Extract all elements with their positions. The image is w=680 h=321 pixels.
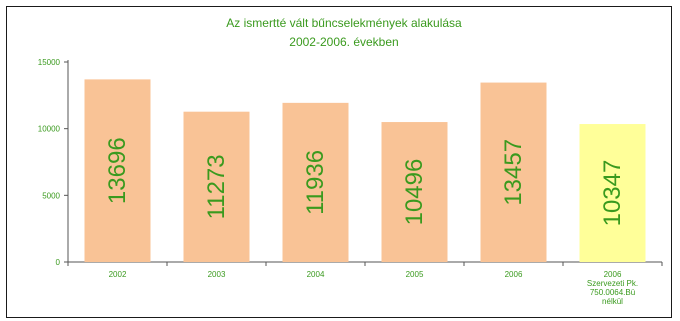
bar (579, 124, 646, 262)
x-tick-label: Szervezeti Pk. (587, 279, 638, 288)
bar (84, 79, 151, 263)
bar-value-label: 11936 (302, 150, 329, 215)
x-tick-label: 2006 (604, 270, 622, 279)
x-tick-label: 2006 (505, 270, 523, 279)
bar-value-label: 11273 (203, 154, 230, 219)
bar-value-label: 13457 (500, 139, 527, 206)
y-tick-label: 0 (56, 258, 61, 267)
x-tick-label: 2004 (307, 270, 325, 279)
chart-title-line-1: Az ismertté vált bűncselekmények alakulá… (226, 16, 462, 30)
x-tick-label: 2002 (109, 270, 127, 279)
bar (480, 82, 547, 262)
bar-value-label: 13696 (104, 137, 131, 204)
bar-value-label: 10347 (599, 160, 626, 227)
x-tick-label: 2003 (208, 270, 226, 279)
bar (183, 111, 250, 263)
bar (381, 122, 448, 262)
bar (282, 102, 349, 262)
x-tick-label: 750.0064.Bü (590, 288, 635, 297)
y-tick-label: 15000 (38, 58, 61, 67)
plot-area: 0 5000 10000 15000 13696 2002 11273 2003 11936 20… (38, 58, 663, 306)
chart-title-line-2: 2002-2006. években (289, 35, 398, 49)
y-tick-label: 10000 (38, 125, 61, 134)
x-tick-label: 2005 (406, 270, 424, 279)
x-tick-label: nélkül (602, 297, 623, 306)
bar-value-label: 10496 (401, 159, 428, 226)
y-tick-label: 5000 (42, 191, 60, 200)
